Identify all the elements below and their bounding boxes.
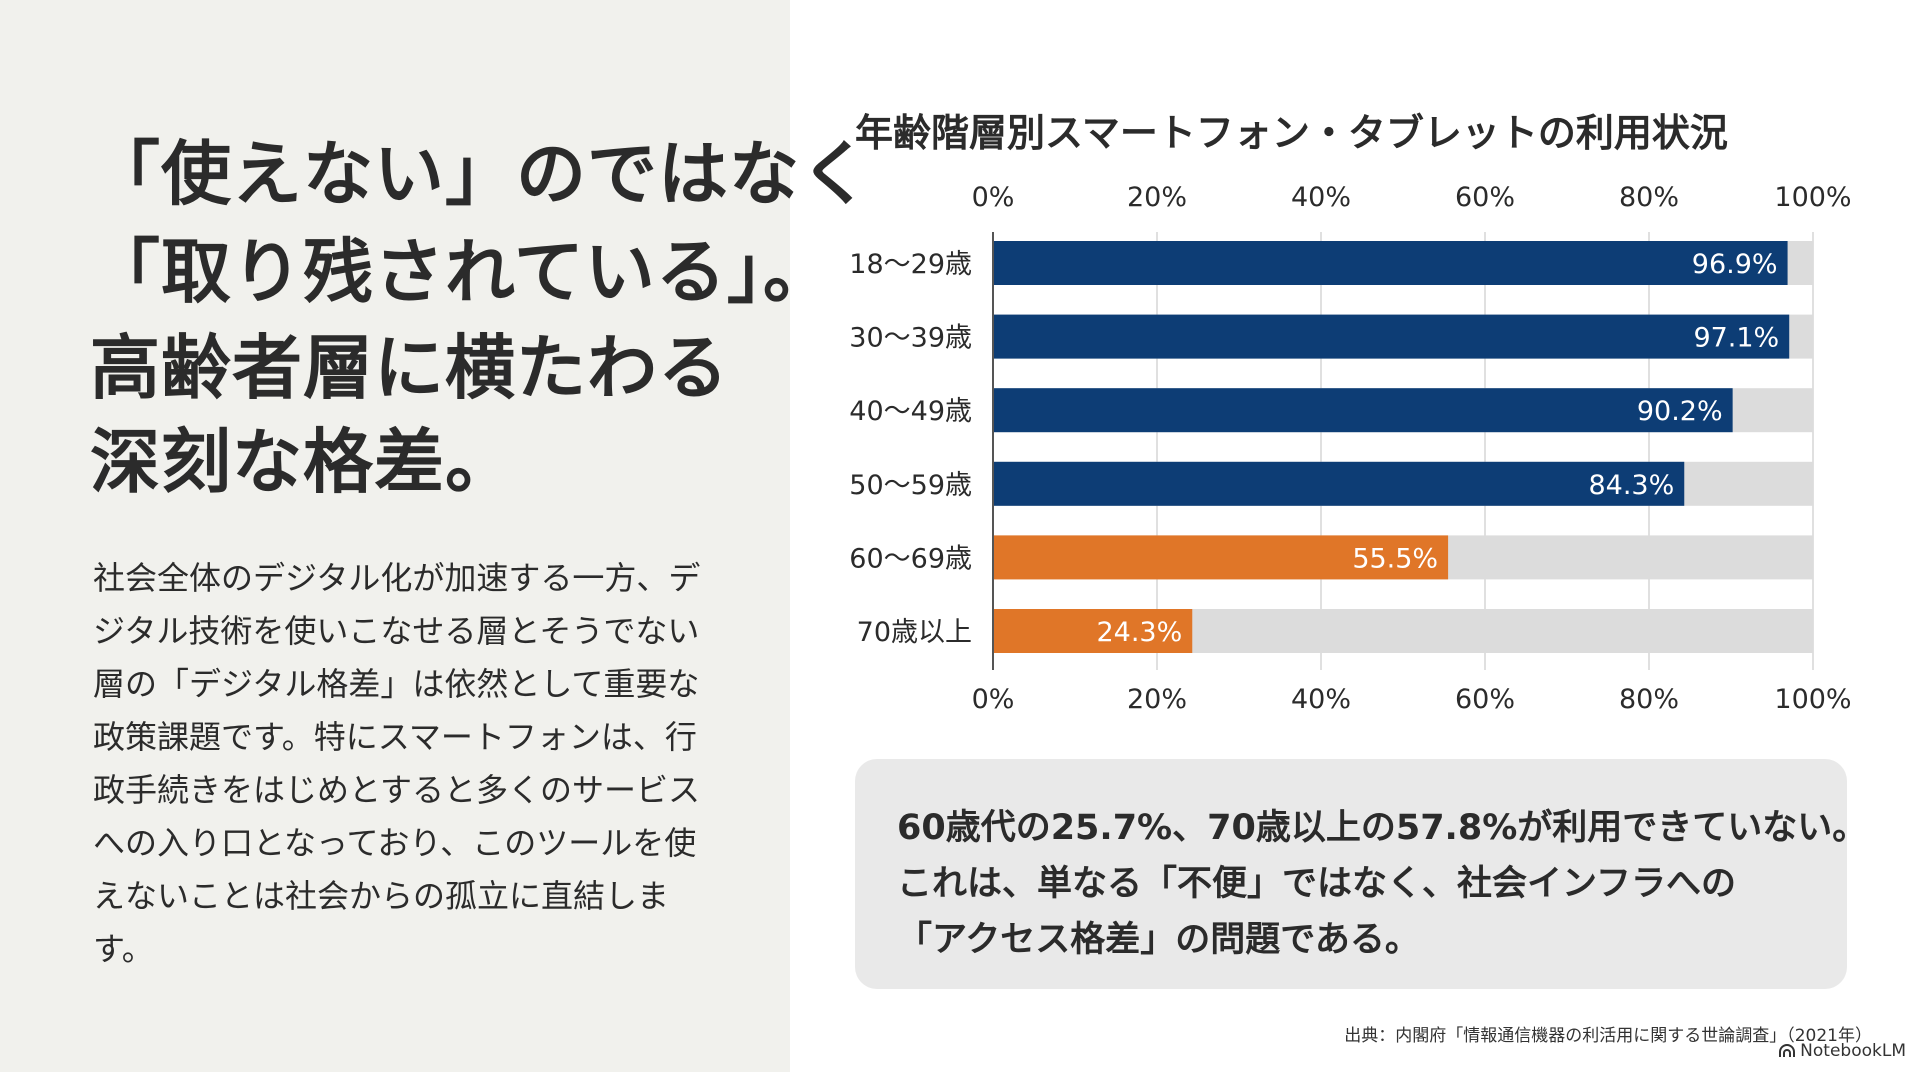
callout-line: 「アクセス格差」の問題である。 [897,920,1420,960]
bar [993,314,1790,359]
logo-text: NotebookLM [1800,1041,1906,1061]
tick-label-bottom: 80% [1619,684,1679,715]
body-text: 政策課題です。特にスマートフォンは、行 [93,718,697,756]
category-label: 18〜29歳 [849,249,972,280]
tick-label-bottom: 100% [1774,684,1851,715]
body-text: 政手続きをはじめとすると多くのサービス [93,771,701,809]
category-label: 30〜39歳 [849,323,972,354]
headline-line: 深刻な格差。 [90,421,516,503]
callout-line: これは、単なる「不便」ではなく、社会インフラへの [897,864,1736,904]
data-label: 90.2% [1637,396,1723,427]
callout-line: 60歳代の25.7%、70歳以上の57.8%が利用できていない。 [897,808,1868,848]
tick-label-top: 80% [1619,182,1679,213]
callout-box: 60歳代の25.7%、70歳以上の57.8%が利用できていない。 これは、単なる… [855,759,1867,989]
data-label: 84.3% [1588,470,1674,501]
category-label: 50〜59歳 [849,470,972,501]
data-label: 97.1% [1693,323,1779,354]
tick-label-top: 100% [1774,182,1851,213]
tick-label-top: 20% [1127,182,1187,213]
notebooklm-icon [1779,1044,1796,1057]
category-label: 40〜49歳 [849,396,972,427]
bar [993,609,1193,653]
bar [993,388,1733,433]
body-text: ジタル技術を使いこなせる層とそうでない [93,612,700,650]
headline-line: 「使えない」のではなく [90,133,871,215]
body-text: す。 [93,930,154,968]
data-label: 55.5% [1352,543,1438,574]
body-text: 社会全体のデジタル化が加速する一方、デ [93,559,701,597]
tick-label-bottom: 20% [1127,684,1187,715]
headline-line: 高齢者層に横たわる [90,327,729,409]
body-text: 層の「デジタル格差」は依然として重要な [93,665,700,703]
body-text: えないことは社会からの孤立に直結しま [93,877,670,915]
left-panel: 「使えない」のではなく 「取り残されている」。 高齢者層に横たわる 深刻な格差。… [0,0,870,1072]
body-text: への入り口となっており、このツールを使 [93,824,697,862]
chart-title: 年齢階層別スマートフォン・タブレットの利用状況 [855,111,1728,155]
headline-line: 「取り残されている」。 [90,231,834,313]
bar [993,461,1685,506]
tick-label-bottom: 40% [1291,684,1351,715]
bar [993,535,1449,580]
tick-label-top: 0% [972,182,1015,213]
tick-label-top: 60% [1455,182,1515,213]
tick-label-bottom: 60% [1455,684,1515,715]
data-label: 96.9% [1692,249,1778,280]
data-label: 24.3% [1096,617,1182,648]
bar [993,241,1788,285]
category-label: 70歳以上 [857,617,972,648]
tick-label-top: 40% [1291,182,1351,213]
source-note: 出典：内閣府「情報通信機器の利活用に関する世論調査」（2021年） [1344,1026,1872,1046]
tick-label-bottom: 0% [972,684,1015,715]
notebooklm-logo: NotebookLM [1778,1041,1906,1061]
category-label: 60〜69歳 [849,543,972,574]
